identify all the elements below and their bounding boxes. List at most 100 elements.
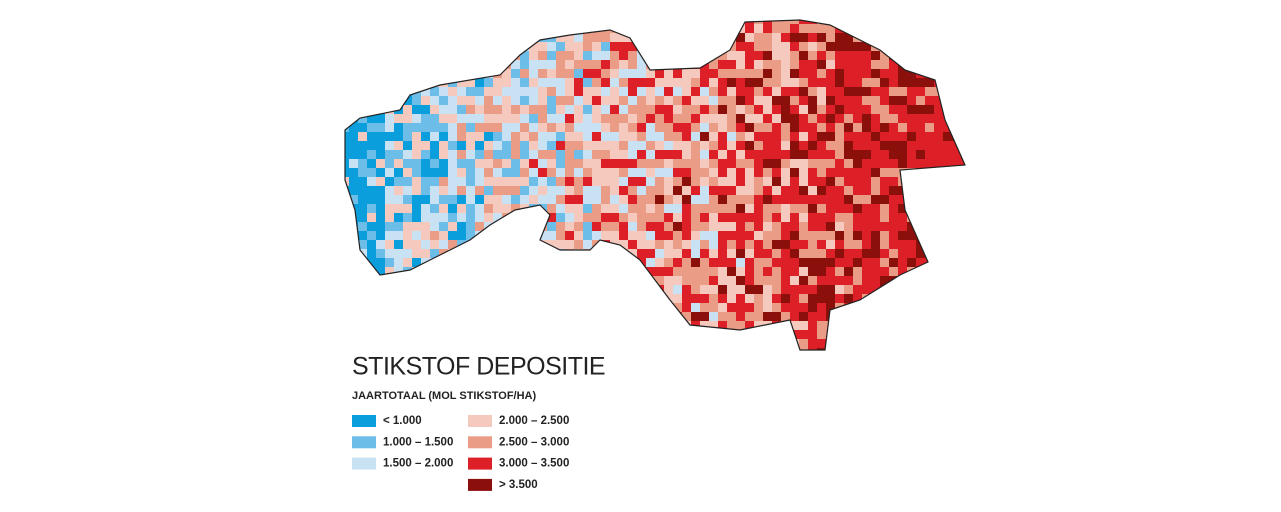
map-patch xyxy=(421,330,430,339)
map-patch xyxy=(385,339,394,348)
map-patch xyxy=(403,285,412,294)
map-patch xyxy=(880,186,889,195)
map-patch xyxy=(655,24,664,33)
map-patch xyxy=(871,168,880,177)
map-patch xyxy=(439,294,448,303)
map-patch xyxy=(520,78,529,87)
map-patch xyxy=(718,231,727,240)
map-patch xyxy=(700,24,709,33)
map-patch xyxy=(709,330,718,339)
map-patch xyxy=(799,204,808,213)
map-patch xyxy=(817,213,826,222)
map-patch xyxy=(493,231,502,240)
map-patch xyxy=(664,33,673,42)
map-patch xyxy=(916,20,925,24)
map-patch xyxy=(403,249,412,258)
map-patch xyxy=(439,105,448,114)
map-patch xyxy=(907,231,916,240)
map-patch xyxy=(916,96,925,105)
map-patch xyxy=(826,33,835,42)
map-patch xyxy=(700,42,709,51)
map-patch xyxy=(916,42,925,51)
map-patch xyxy=(754,159,763,168)
map-patch xyxy=(727,258,736,267)
map-patch xyxy=(475,321,484,330)
map-patch xyxy=(610,42,619,51)
map-patch xyxy=(682,267,691,276)
map-patch xyxy=(961,312,965,321)
map-patch xyxy=(511,204,520,213)
map-patch xyxy=(853,339,862,348)
map-patch xyxy=(376,312,385,321)
map-patch xyxy=(943,105,952,114)
map-patch xyxy=(385,168,394,177)
map-patch xyxy=(727,78,736,87)
map-patch xyxy=(574,132,583,141)
map-patch xyxy=(943,33,952,42)
map-patch xyxy=(592,105,601,114)
map-patch xyxy=(601,51,610,60)
map-patch xyxy=(709,258,718,267)
map-patch xyxy=(862,276,871,285)
map-patch xyxy=(367,312,376,321)
map-patch xyxy=(754,267,763,276)
map-patch xyxy=(826,267,835,276)
map-patch xyxy=(529,42,538,51)
map-patch xyxy=(475,285,484,294)
map-patch xyxy=(898,78,907,87)
map-patch xyxy=(907,186,916,195)
map-patch xyxy=(781,294,790,303)
map-patch xyxy=(439,303,448,312)
map-patch xyxy=(952,285,961,294)
map-patch xyxy=(457,150,466,159)
map-patch xyxy=(916,339,925,348)
map-patch xyxy=(538,339,547,348)
map-patch xyxy=(610,312,619,321)
map-patch xyxy=(790,258,799,267)
map-patch xyxy=(934,186,943,195)
map-patch xyxy=(952,20,961,24)
map-patch xyxy=(646,150,655,159)
map-patch xyxy=(871,60,880,69)
map-patch xyxy=(601,69,610,78)
map-patch xyxy=(916,186,925,195)
map-patch xyxy=(502,51,511,60)
map-patch xyxy=(493,42,502,51)
map-patch xyxy=(700,150,709,159)
map-patch xyxy=(655,69,664,78)
map-patch xyxy=(394,51,403,60)
map-patch xyxy=(826,348,835,350)
map-patch xyxy=(709,348,718,350)
map-patch xyxy=(745,330,754,339)
map-patch xyxy=(547,69,556,78)
map-patch xyxy=(637,321,646,330)
map-patch xyxy=(943,60,952,69)
map-patch xyxy=(511,33,520,42)
map-patch xyxy=(700,96,709,105)
map-patch xyxy=(619,168,628,177)
map-patch xyxy=(628,24,637,33)
map-patch xyxy=(772,348,781,350)
map-patch xyxy=(430,222,439,231)
map-patch xyxy=(345,42,349,51)
map-patch xyxy=(853,114,862,123)
map-patch xyxy=(889,339,898,348)
map-patch xyxy=(439,285,448,294)
map-patch xyxy=(700,330,709,339)
map-patch xyxy=(475,330,484,339)
map-patch xyxy=(430,249,439,258)
map-patch xyxy=(700,276,709,285)
map-patch xyxy=(403,78,412,87)
map-patch xyxy=(529,240,538,249)
map-patch xyxy=(808,294,817,303)
map-patch xyxy=(556,20,565,24)
map-patch xyxy=(844,123,853,132)
map-patch xyxy=(385,204,394,213)
map-patch xyxy=(844,348,853,350)
map-patch xyxy=(655,240,664,249)
map-patch xyxy=(664,168,673,177)
map-patch xyxy=(520,222,529,231)
map-patch xyxy=(682,60,691,69)
map-patch xyxy=(889,321,898,330)
map-patch xyxy=(394,276,403,285)
